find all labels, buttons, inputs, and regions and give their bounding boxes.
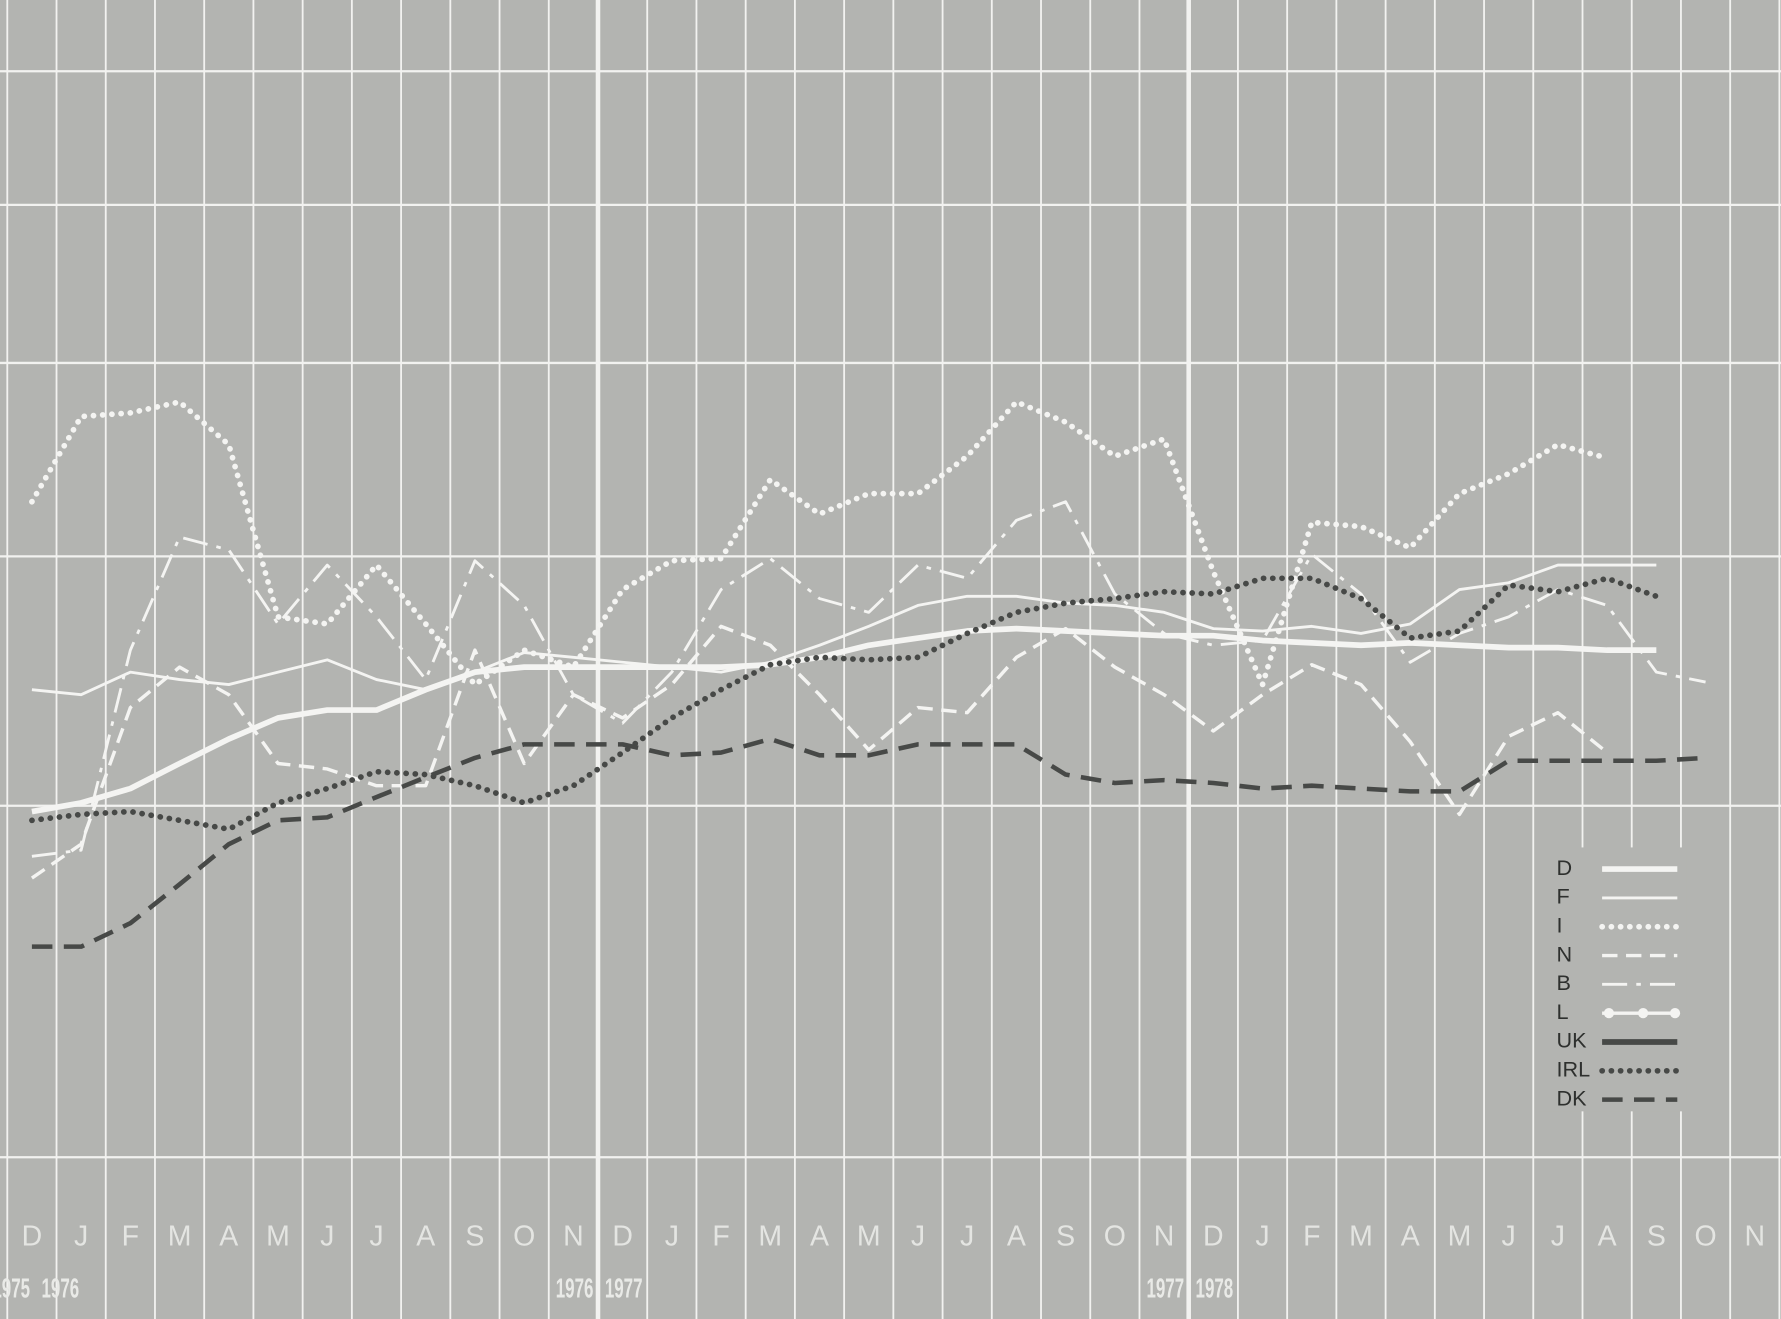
legend-marker (1637, 1008, 1649, 1019)
series-line (31, 625, 1657, 815)
legend-label: N (1557, 941, 1573, 966)
series-line (31, 500, 1706, 858)
legend-label: B (1557, 970, 1571, 995)
x-tick-label: A (416, 1221, 435, 1253)
x-tick-label: D (612, 1221, 633, 1253)
x-tick-label: A (1598, 1221, 1617, 1253)
legend-background (1538, 847, 1687, 1112)
x-tick-label: A (810, 1221, 829, 1253)
year-label: 1975 (0, 1272, 30, 1303)
x-axis: DJFMAMJJASONDJFMAMJJASONDJFMAMJJASON1975… (0, 1221, 1765, 1304)
year-label: 1977 (1146, 1272, 1184, 1303)
x-tick-label: S (465, 1221, 484, 1253)
plot-area (29, 399, 1706, 949)
x-tick-label: M (758, 1221, 782, 1253)
legend-marker (1603, 1008, 1615, 1019)
x-tick-label: S (1056, 1221, 1075, 1253)
x-tick-label: J (1551, 1221, 1565, 1253)
x-tick-label: M (1349, 1221, 1373, 1253)
x-tick-label: D (22, 1221, 43, 1253)
series-line (30, 624, 1609, 880)
x-tick-label: F (1303, 1221, 1320, 1253)
legend-label: F (1557, 884, 1570, 909)
year-label: 1978 (1196, 1272, 1234, 1303)
legend-marker (1669, 1008, 1681, 1019)
x-tick-label: A (1401, 1221, 1420, 1253)
x-tick-label: S (1647, 1221, 1666, 1253)
x-tick-label: O (1104, 1221, 1126, 1253)
x-tick-label: J (320, 1221, 334, 1253)
legend-label: IRL (1557, 1057, 1591, 1082)
x-tick-label: O (513, 1221, 535, 1253)
x-tick-label: A (219, 1221, 238, 1253)
x-tick-label: M (857, 1221, 881, 1253)
x-tick-label: M (1448, 1221, 1472, 1253)
x-tick-label: N (563, 1221, 584, 1253)
x-tick-label: J (74, 1221, 88, 1253)
series-line (29, 575, 1660, 833)
series-line (31, 736, 1706, 949)
x-tick-label: F (712, 1221, 729, 1253)
legend-label: L (1557, 999, 1569, 1024)
x-tick-label: J (1255, 1221, 1269, 1253)
legend-label: UK (1557, 1028, 1588, 1053)
x-tick-label: N (1154, 1221, 1175, 1253)
x-tick-label: O (1694, 1221, 1716, 1253)
x-tick-label: J (911, 1221, 925, 1253)
x-tick-label: D (1203, 1221, 1224, 1253)
x-tick-label: F (122, 1221, 139, 1253)
x-tick-label: J (369, 1221, 383, 1253)
x-tick-label: J (1502, 1221, 1516, 1253)
series-line (29, 399, 1610, 688)
legend-label: D (1557, 855, 1573, 880)
x-tick-label: J (960, 1221, 974, 1253)
x-tick-label: M (168, 1221, 192, 1253)
x-tick-label: A (1007, 1221, 1026, 1253)
legend-label: I (1557, 912, 1563, 937)
x-tick-label: J (665, 1221, 679, 1253)
x-tick-label: M (266, 1221, 290, 1253)
x-tick-label: N (1745, 1221, 1766, 1253)
year-label: 1976 (41, 1272, 79, 1303)
year-label: 1977 (605, 1272, 643, 1303)
legend-label: DK (1557, 1085, 1588, 1110)
year-label: 1976 (556, 1272, 594, 1303)
